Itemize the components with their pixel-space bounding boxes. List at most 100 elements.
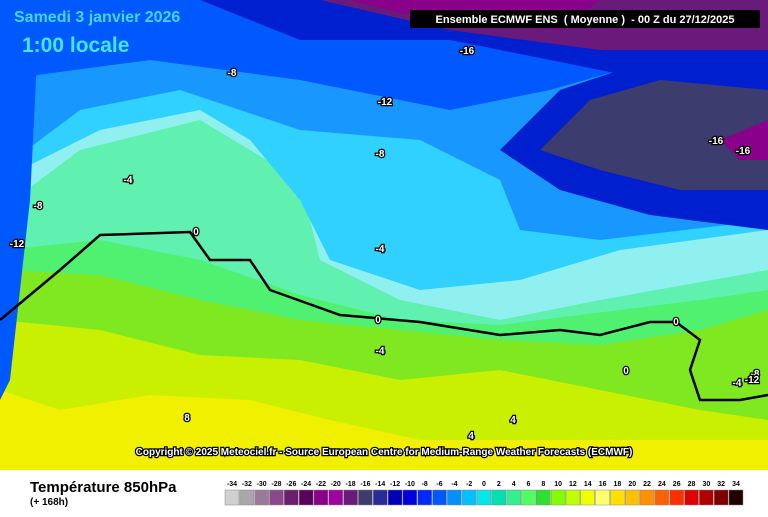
scale-swatch	[269, 489, 284, 506]
scale-swatch	[684, 489, 699, 506]
scale-swatch	[521, 489, 536, 506]
scale-label: 26	[673, 481, 681, 488]
scale-label: 20	[628, 481, 636, 488]
scale-swatch	[432, 489, 447, 506]
scale-label: 34	[732, 481, 740, 488]
scale-swatch	[713, 489, 729, 506]
scale-swatch	[298, 489, 314, 506]
scale-label: -4	[451, 481, 457, 488]
scale-label: -8	[422, 481, 428, 488]
scale-label: -26	[286, 481, 296, 488]
scale-swatch	[565, 489, 581, 506]
scale-label: 24	[658, 481, 666, 488]
contour-label: -16	[460, 46, 475, 57]
scale-swatch	[224, 489, 240, 506]
footer-subtitle: (+ 168h)	[30, 497, 68, 508]
scale-label: -24	[301, 481, 311, 488]
scale-label: -20	[331, 481, 341, 488]
scale-swatch	[402, 489, 418, 506]
model-info: Ensemble ECMWF ENS ( Moyenne ) - 00 Z du…	[436, 14, 735, 26]
scale-swatch	[313, 489, 329, 506]
scale-label: 16	[599, 481, 607, 488]
scale-swatch	[254, 489, 269, 506]
scale-label: 14	[584, 481, 592, 488]
scale-swatch	[506, 489, 521, 506]
scale-swatch	[372, 489, 388, 506]
scale-swatch	[610, 489, 625, 506]
scale-label: -10	[405, 481, 415, 488]
scale-swatch	[417, 489, 432, 506]
scale-swatch	[447, 489, 462, 506]
scale-label: -34	[227, 481, 237, 488]
scale-label: 28	[688, 481, 696, 488]
scale-swatch	[328, 489, 344, 506]
scale-swatch	[343, 489, 358, 506]
scale-swatch	[476, 489, 492, 506]
contour-label: -4	[376, 346, 385, 357]
contour-label: 8	[184, 413, 190, 424]
scale-swatch	[580, 489, 596, 506]
scale-swatch	[239, 489, 255, 506]
scale-label: 2	[497, 481, 501, 488]
contour-label: -12	[378, 97, 393, 108]
scale-swatch	[669, 489, 684, 506]
scale-label: -30	[257, 481, 267, 488]
scale-swatch	[699, 489, 714, 506]
contour-label: -8	[228, 68, 237, 79]
contour-label: -4	[733, 378, 742, 389]
map	[0, 0, 768, 470]
scale-label: -28	[271, 481, 281, 488]
scale-label: -18	[346, 481, 356, 488]
model-box	[410, 10, 760, 28]
contour-label: 0	[623, 366, 629, 377]
contour-label: -16	[736, 146, 751, 157]
contour-label: -8	[376, 149, 385, 160]
contour-label: -12	[10, 239, 25, 250]
contour-label: -8	[34, 201, 43, 212]
scale-label: -14	[375, 481, 385, 488]
scale-swatch	[639, 489, 655, 506]
scale-label: -12	[390, 481, 400, 488]
scale-label: 30	[702, 481, 710, 488]
contour-label: 0	[193, 227, 199, 238]
scale-label: 32	[717, 481, 725, 488]
contour-label: 0	[673, 317, 679, 328]
date: Samedi 3 janvier 2026	[14, 9, 180, 26]
scale-label: -6	[436, 481, 442, 488]
contour-label: -16	[709, 136, 724, 147]
contour-label: -4	[376, 244, 385, 255]
scale-swatch	[654, 489, 670, 506]
scale-label: 6	[527, 481, 531, 488]
scale-swatch	[461, 489, 477, 506]
time: 1:00 locale	[22, 34, 129, 57]
scale-swatch	[536, 489, 551, 506]
scale-swatch	[728, 489, 744, 506]
footer-title: Température 850hPa	[30, 479, 177, 496]
scale-label: 18	[614, 481, 622, 488]
scale-label: -2	[466, 481, 472, 488]
scale-label: 22	[643, 481, 651, 488]
contour-label: -12	[745, 375, 760, 386]
contour-label: -4	[124, 175, 133, 186]
scale-swatch	[550, 489, 566, 506]
contour-label: -8	[751, 369, 760, 380]
scale-label: 0	[482, 481, 486, 488]
contour-label: 0	[375, 315, 381, 326]
scale-label: 12	[569, 481, 577, 488]
scale-swatch	[387, 489, 403, 506]
scale-label: 10	[554, 481, 562, 488]
copyright: Copyright © 2025 Meteociel.fr - Source E…	[136, 447, 633, 458]
scale-label: 4	[512, 481, 516, 488]
scale-label: -22	[316, 481, 326, 488]
scale-swatch	[358, 489, 373, 506]
scale-swatch	[284, 489, 299, 506]
scale-label: -16	[360, 481, 370, 488]
scale-swatch	[624, 489, 640, 506]
scale-swatch	[491, 489, 507, 506]
scale-label: -32	[242, 481, 252, 488]
contour-label: 4	[468, 431, 474, 442]
scale-label: 8	[541, 481, 545, 488]
scale-swatch	[595, 489, 610, 506]
contour-label: 4	[510, 415, 516, 426]
